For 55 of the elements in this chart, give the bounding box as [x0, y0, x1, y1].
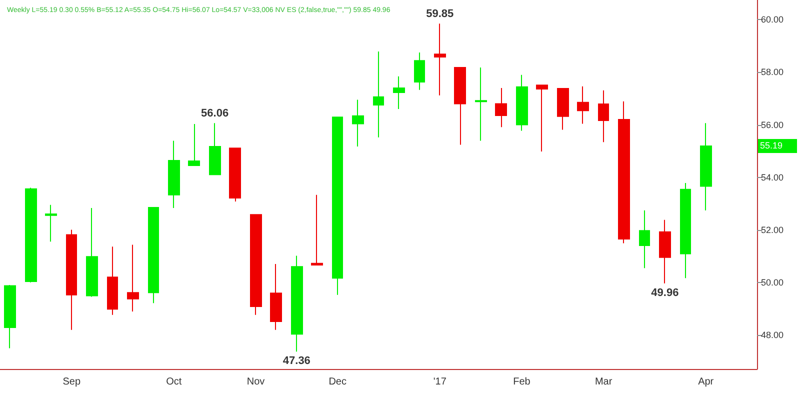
candlestick [659, 219, 671, 284]
candlestick [209, 122, 221, 176]
candlestick [188, 123, 200, 166]
annotation: 47.36 [282, 355, 310, 368]
candlestick [700, 122, 712, 211]
candlestick [311, 194, 323, 266]
x-tick-label: Feb [513, 376, 531, 388]
annotation: 59.85 [426, 8, 454, 20]
candlestick [414, 52, 425, 90]
candlestick [127, 244, 139, 312]
candlestick [639, 210, 650, 269]
candlestick [4, 284, 16, 349]
candlestick [454, 66, 466, 146]
y-tick-label: 56.00 [761, 120, 784, 130]
candlestick [148, 206, 159, 304]
x-tick-label: Oct [166, 376, 182, 388]
candlestick [680, 182, 691, 279]
candlestick [598, 90, 609, 143]
candlestick [373, 50, 384, 138]
candlestick [352, 99, 364, 148]
x-tick-label: '17 [433, 376, 447, 388]
candlestick [332, 116, 343, 296]
candlestick [66, 229, 77, 330]
candlestick [25, 187, 37, 283]
y-tick-label: 52.00 [761, 224, 784, 235]
y-tick-label: 60.00 [761, 14, 784, 25]
candlestick [229, 147, 241, 202]
y-tick-label: 50.00 [761, 277, 784, 288]
candlestick [618, 100, 630, 244]
x-tick-label: Dec [328, 376, 346, 388]
annotation: 49.96 [651, 286, 679, 299]
y-tick-label: 58.00 [761, 67, 784, 78]
candlestick [168, 140, 180, 209]
text: 55.19 [760, 140, 783, 151]
candlestick [291, 255, 303, 352]
x-tick-label: Apr [698, 376, 714, 388]
x-tick-label: Sep [62, 376, 81, 388]
candlestick [495, 87, 507, 128]
candlestick [577, 86, 589, 124]
candlestick [86, 208, 98, 298]
candlestick [475, 66, 487, 142]
candlestick [516, 74, 528, 132]
y-tick-label: 48.00 [761, 330, 784, 340]
x-tick-label: Nov [246, 376, 265, 388]
candlestick [250, 214, 262, 316]
candlestick [557, 88, 569, 130]
candlestick [270, 263, 282, 330]
candlestick [393, 76, 405, 110]
candlestick [107, 246, 118, 316]
y-tick-label: 54.00 [761, 172, 784, 182]
candlestick [434, 23, 446, 96]
annotation: 56.06 [201, 108, 229, 120]
x-tick-label: Mar [594, 376, 613, 388]
candlestick [536, 84, 548, 152]
candlestick [45, 204, 57, 242]
